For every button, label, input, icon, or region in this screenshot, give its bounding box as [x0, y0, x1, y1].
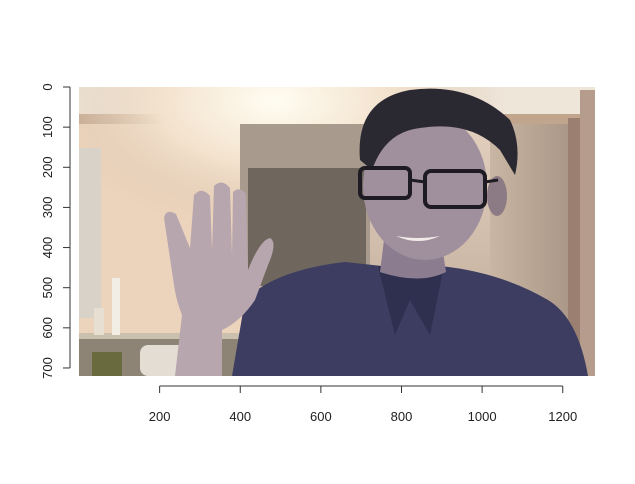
- photo-collar: [378, 266, 444, 335]
- y-tick-label: 300: [40, 197, 55, 219]
- photo-glasses-bridge: [409, 178, 426, 184]
- y-tick-label: 400: [40, 237, 55, 259]
- photo-ear: [487, 176, 507, 216]
- x-tick-label: 1000: [468, 409, 497, 424]
- x-tick-label: 400: [229, 409, 251, 424]
- photo-desk-top: [79, 333, 249, 339]
- photo-hair: [359, 88, 518, 175]
- y-tick-label: 200: [40, 156, 55, 178]
- x-tick-label: 800: [391, 409, 413, 424]
- y-tick-label: 0: [40, 83, 55, 90]
- x-tick-label: 1200: [548, 409, 577, 424]
- photo-desk-plant: [92, 352, 122, 376]
- y-tick-label: 500: [40, 277, 55, 299]
- y-axis: 0 100 200 300 400 500 600 700: [40, 83, 71, 379]
- photo-glasses-left: [358, 166, 412, 200]
- photo-window: [79, 148, 101, 318]
- photo-door-frame: [568, 118, 580, 376]
- x-tick-label: 200: [149, 409, 171, 424]
- x-tick-label: 600: [310, 409, 332, 424]
- photo-smile: [396, 236, 440, 241]
- photo-glasses-temple: [484, 178, 499, 184]
- x-axis: 200 400 600 800 1000 1200: [149, 385, 577, 424]
- photo-desk-item: [94, 308, 104, 335]
- photo-hand: [164, 182, 274, 376]
- photo-glasses-right: [423, 169, 487, 209]
- photo-desk-item-2: [112, 278, 120, 335]
- y-tick-label: 600: [40, 317, 55, 339]
- photo-right-edge: [580, 90, 595, 376]
- y-tick-label: 700: [40, 357, 55, 379]
- y-tick-label: 100: [40, 116, 55, 138]
- photo-raster: [79, 87, 595, 376]
- photo-shirt: [232, 262, 588, 376]
